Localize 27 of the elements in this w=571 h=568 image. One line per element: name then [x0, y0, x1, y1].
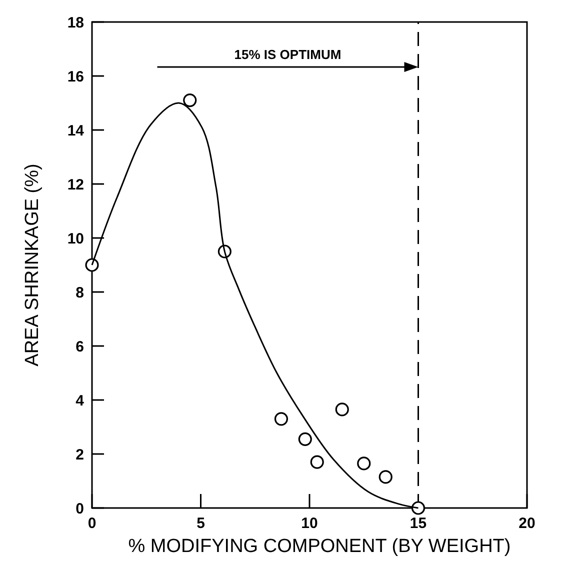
y-tick-label: 12: [67, 176, 84, 194]
x-tick-label: 5: [196, 515, 205, 532]
y-tick-label: 16: [67, 68, 84, 86]
y-tick-label: 10: [67, 230, 84, 248]
point: [335, 402, 349, 416]
y-tick-label: 18: [67, 14, 84, 32]
x-tick-label: 10: [301, 515, 318, 532]
y-tick-label: 6: [76, 338, 84, 356]
y-tick-label: 0: [76, 500, 84, 518]
point: [378, 470, 392, 484]
point: [85, 258, 99, 272]
y-tick-label: 8: [76, 284, 84, 302]
x-axis-title: % MODIFYING COMPONENT (BY WEIGHT): [128, 536, 511, 557]
point: [357, 456, 371, 470]
point: [183, 94, 197, 108]
point: [310, 455, 324, 469]
y-axis-title: AREA SHRINKAGE (%): [22, 164, 43, 366]
y-tick-label: 2: [76, 446, 84, 464]
point: [411, 501, 426, 515]
x-tick-label: 20: [518, 515, 536, 532]
point: [298, 432, 312, 446]
x-tick-label: 15: [410, 515, 427, 532]
annotation: 15% IS OPTIMUM: [234, 47, 342, 62]
y-tick-label: 4: [76, 392, 85, 410]
y-tick-label: 14: [67, 122, 85, 140]
point: [274, 412, 288, 426]
x-tick-label: 0: [88, 515, 96, 532]
